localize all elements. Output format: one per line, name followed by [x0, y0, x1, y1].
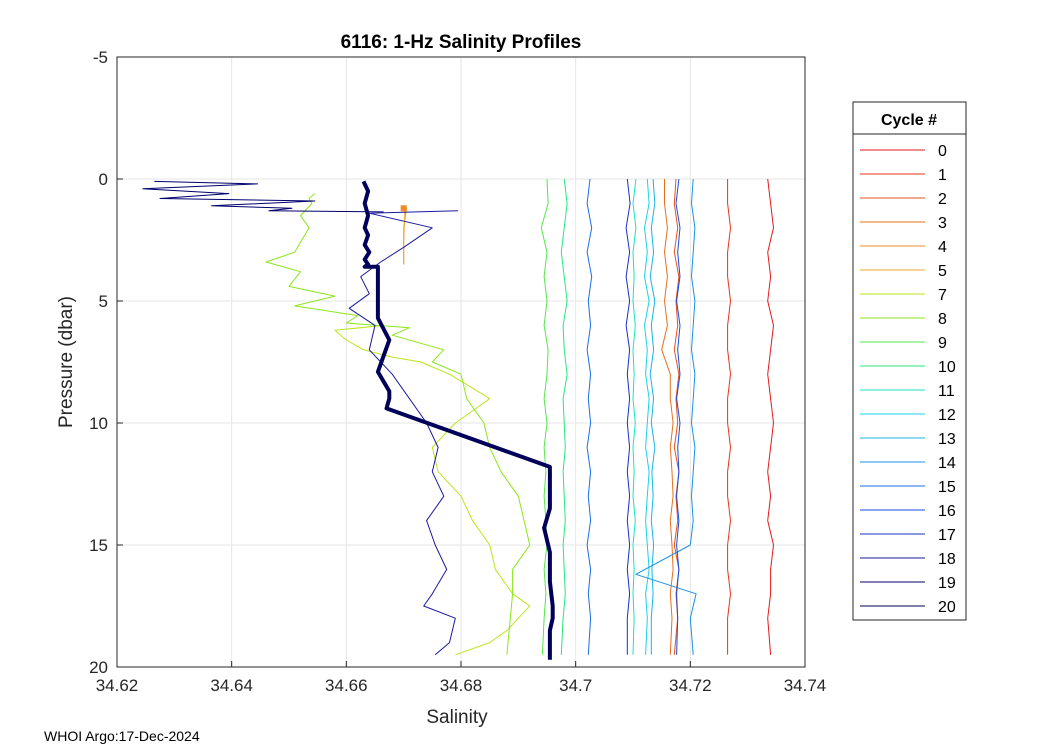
- legend-label-cycle-15: 15: [938, 479, 956, 496]
- legend-label-cycle-2: 2: [938, 191, 947, 208]
- series-line-cycle-13: [649, 178, 656, 655]
- legend-label-cycle-5: 5: [938, 263, 947, 280]
- series-line-cycle-5: [403, 208, 406, 265]
- cycle-4-marker: [400, 205, 407, 212]
- series-line-cycle-15: [586, 178, 593, 655]
- legend-label-cycle-19: 19: [938, 575, 956, 592]
- series-line-cycle-19: [142, 180, 384, 213]
- series-line-cycle-0: [767, 178, 774, 655]
- legend-label-cycle-4: 4: [938, 239, 947, 256]
- legend-label-cycle-20: 20: [938, 599, 956, 616]
- legend-label-cycle-11: 11: [938, 383, 955, 400]
- x-tick-label: 34.68: [440, 676, 483, 695]
- series-line-cycle-3: [661, 179, 674, 655]
- legend-label-cycle-8: 8: [938, 311, 947, 328]
- legend-label-cycle-0: 0: [938, 143, 947, 160]
- series-line-cycle-17: [625, 178, 631, 655]
- series-line-cycle-20: [361, 180, 555, 660]
- legend-title: Cycle #: [881, 112, 937, 129]
- x-axis-label: Salinity: [426, 707, 488, 728]
- legend-label-cycle-3: 3: [938, 215, 947, 232]
- x-tick-label: 34.7: [559, 676, 592, 695]
- legend-label-cycle-7: 7: [938, 287, 947, 304]
- series-line-cycle-7: [334, 324, 531, 656]
- x-tick-label: 34.66: [325, 676, 368, 695]
- legend-label-cycle-10: 10: [938, 359, 956, 376]
- x-tick-label: 34.62: [96, 676, 139, 695]
- y-tick-label: 5: [99, 292, 108, 311]
- legend-label-cycle-14: 14: [938, 455, 956, 472]
- y-axis-label: Pressure (dbar): [56, 296, 77, 428]
- legend-label-cycle-12: 12: [938, 407, 956, 424]
- series-line-cycle-11: [632, 178, 637, 655]
- y-tick-label: 20: [89, 658, 108, 677]
- y-tick-label: 10: [89, 414, 108, 433]
- series-line-cycle-16: [675, 178, 681, 655]
- series-line-cycle-1: [727, 179, 731, 655]
- legend-label-cycle-16: 16: [938, 503, 956, 520]
- legend-label-cycle-18: 18: [938, 551, 956, 568]
- y-tick-label: 15: [89, 536, 108, 555]
- y-tick-label: -5: [93, 48, 108, 67]
- series-line-cycle-9: [540, 178, 549, 655]
- x-tick-label: 34.64: [210, 676, 253, 695]
- footer-credit: WHOI Argo:17-Dec-2024: [44, 728, 200, 744]
- series-line-cycle-18: [348, 210, 459, 656]
- legend-label-cycle-13: 13: [938, 431, 956, 448]
- series-line-cycle-14: [635, 178, 697, 655]
- legend-label-cycle-1: 1: [938, 167, 947, 184]
- legend-label-cycle-9: 9: [938, 335, 947, 352]
- x-tick-label: 34.72: [669, 676, 712, 695]
- series-line-cycle-8: [265, 193, 531, 655]
- legend-label-cycle-17: 17: [938, 527, 956, 544]
- series-line-cycle-10: [560, 178, 568, 655]
- y-tick-label: 0: [99, 170, 108, 189]
- chart-title: 6116: 1-Hz Salinity Profiles: [341, 32, 582, 53]
- x-tick-label: 34.74: [784, 676, 827, 695]
- series-line-cycle-12: [644, 178, 650, 655]
